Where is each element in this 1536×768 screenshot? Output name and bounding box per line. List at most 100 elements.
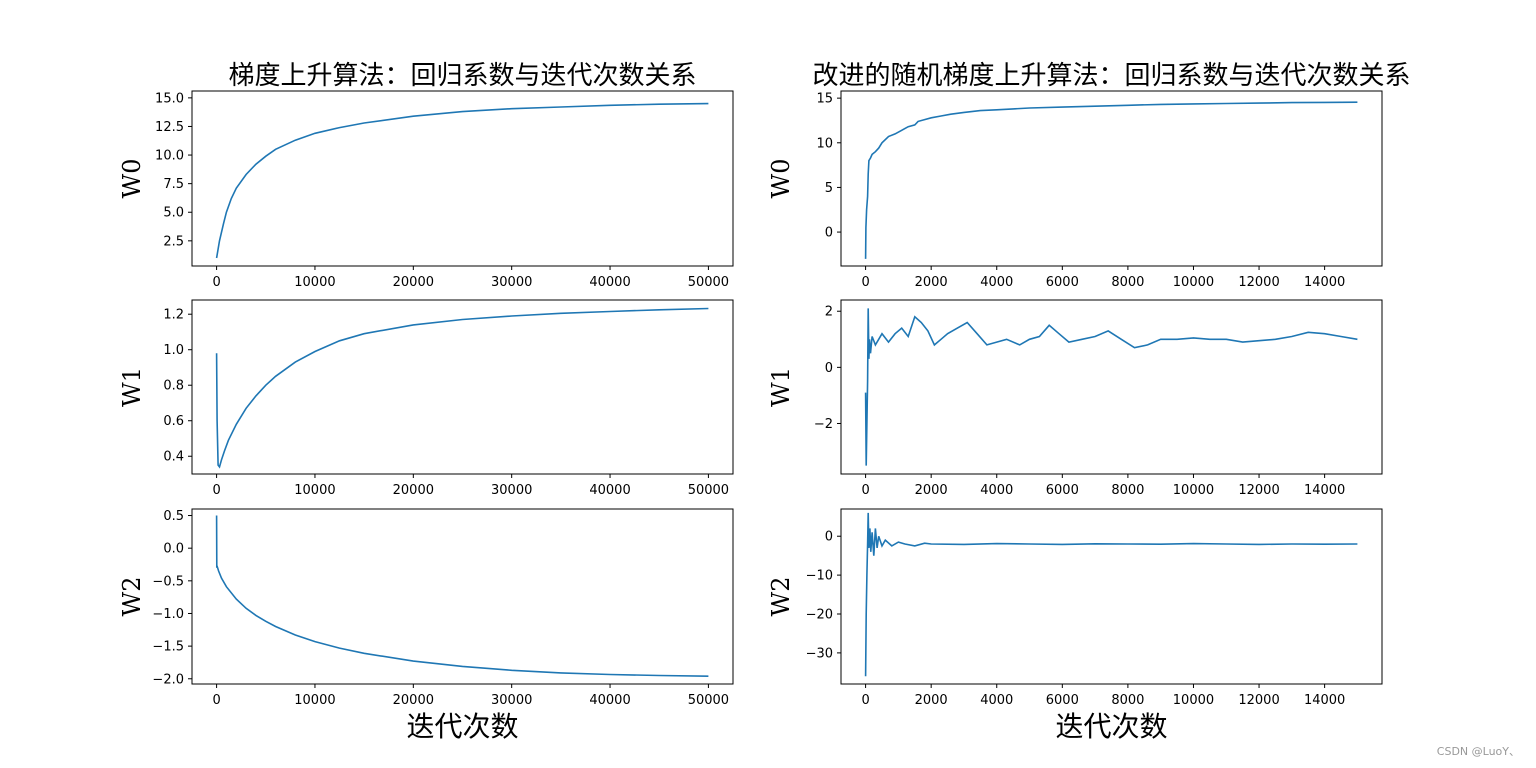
sgd-w2-y-tick-label: −10	[806, 569, 833, 584]
gd-w1-series-line	[215, 307, 709, 469]
gd-w2-axes-frame	[191, 508, 734, 685]
sgd-w0-y-tick-label: 5	[825, 181, 833, 196]
sgd-w2-y-axis-label: W2	[767, 577, 795, 617]
gd-w0-x-tick-label: 20000	[393, 275, 434, 290]
sgd-w1-series-line	[864, 308, 1358, 466]
sgd-w0-y-axis-label: W0	[767, 159, 795, 199]
sgd-w0-x-tick-label: 12000	[1238, 275, 1279, 290]
gd-w1-chart: 0 10000 20000 30000 40000 50000 0.4 0.6 0.8 1.0 1.…	[118, 299, 734, 498]
gd-w2-x-tick-label: 30000	[491, 693, 532, 708]
sgd-w0-chart: 0 2000 4000 6000 8000 10000 12000 14000 0 5 10 15 W0…	[767, 61, 1411, 290]
sgd-w0-x-tick-label: 6000	[1046, 275, 1079, 290]
gd-w0-x-tick-label: 10000	[294, 275, 335, 290]
sgd-w2-x-tick-label: 12000	[1238, 693, 1279, 708]
gd-w2-y-tick-label: −1.5	[152, 640, 184, 655]
gd-w2-x-tick-label: 20000	[393, 693, 434, 708]
gd-w2-y-tick-label: −1.0	[152, 607, 184, 622]
sgd-w0-x-tick-label: 8000	[1111, 275, 1144, 290]
sgd-w1-x-tick-label: 2000	[915, 483, 948, 498]
sgd-w0-title: 改进的随机梯度上升算法：回归系数与迭代次数关系	[812, 61, 1410, 91]
gd-w1-x-tick-label: 20000	[393, 483, 434, 498]
gd-w1-y-tick-label: 1.0	[163, 343, 184, 358]
gd-w1-x-tick-label: 0	[212, 483, 220, 498]
sgd-w1-chart: 0 2000 4000 6000 8000 10000 12000 14000 −2 0 2 W1	[767, 299, 1383, 498]
gd-w2-chart: 0 10000 20000 30000 40000 50000 −2.0 −1.5 −1.0 −0…	[118, 508, 734, 743]
sgd-w1-x-tick-label: 4000	[980, 483, 1013, 498]
sgd-w2-chart: 0 2000 4000 6000 8000 10000 12000 14000 −30 −20 −1…	[767, 508, 1383, 743]
sgd-w2-x-tick-label: 0	[861, 693, 869, 708]
gd-w2-x-tick-label: 0	[212, 693, 220, 708]
gd-w2-series-line	[215, 515, 709, 677]
gd-w2-x-tick-label: 10000	[294, 693, 335, 708]
sgd-w2-y-tick-label: −20	[806, 608, 833, 623]
sgd-w1-x-tick-label: 8000	[1111, 483, 1144, 498]
sgd-w0-x-tick-label: 2000	[915, 275, 948, 290]
sgd-w2-x-tick-label: 14000	[1304, 693, 1345, 708]
gd-w1-y-tick-label: 1.2	[163, 308, 184, 323]
gd-w1-x-tick-label: 10000	[294, 483, 335, 498]
gd-w1-x-tick-label: 50000	[688, 483, 729, 498]
sgd-w2-y-tick-label: 0	[825, 530, 833, 545]
gd-w0-y-tick-label: 5.0	[163, 206, 184, 221]
gd-w0-axes-frame	[191, 90, 734, 267]
gd-w1-y-tick-label: 0.8	[163, 379, 184, 394]
sgd-w0-x-tick-label: 0	[861, 275, 869, 290]
gd-w0-x-tick-label: 40000	[589, 275, 630, 290]
gd-w0-y-tick-label: 15.0	[155, 91, 184, 106]
sgd-w2-x-tick-label: 4000	[980, 693, 1013, 708]
sgd-w1-y-tick-label: 2	[825, 305, 833, 320]
gd-w1-x-tick-label: 30000	[491, 483, 532, 498]
gd-w1-axes-frame	[191, 299, 734, 475]
sgd-w2-x-axis-label: 迭代次数	[1055, 710, 1167, 743]
sgd-w2-x-tick-label: 8000	[1111, 693, 1144, 708]
sgd-w1-y-tick-label: 0	[825, 361, 833, 376]
gd-w2-y-tick-label: −0.5	[152, 574, 184, 589]
gd-w0-y-tick-label: 2.5	[163, 234, 184, 249]
gd-w2-x-tick-label: 50000	[688, 693, 729, 708]
sgd-w2-x-tick-label: 10000	[1173, 693, 1214, 708]
sgd-w1-axes-frame	[840, 299, 1383, 475]
sgd-w2-x-tick-label: 6000	[1046, 693, 1079, 708]
sgd-w1-y-tick-label: −2	[814, 417, 833, 432]
sgd-w0-series-line	[864, 101, 1358, 259]
gd-w1-y-tick-label: 0.4	[163, 450, 184, 465]
sgd-w0-y-tick-label: 15	[816, 92, 833, 107]
gd-w0-y-tick-label: 12.5	[155, 120, 184, 135]
gd-w1-y-axis-label: W1	[118, 367, 146, 407]
watermark: CSDN @LuoY、	[1437, 745, 1520, 758]
gd-w0-y-tick-label: 7.5	[163, 177, 184, 192]
sgd-w1-x-tick-label: 14000	[1304, 483, 1345, 498]
sgd-w1-x-tick-label: 6000	[1046, 483, 1079, 498]
sgd-w2-x-tick-label: 2000	[915, 693, 948, 708]
gd-w1-y-tick-label: 0.6	[163, 414, 184, 429]
gd-w0-series-line	[215, 102, 709, 259]
sgd-w0-y-tick-label: 0	[825, 226, 833, 241]
gd-w0-chart: 0 10000 20000 30000 40000 50000 2.5 5.0 7.5 10.0 1…	[118, 61, 734, 290]
sgd-w1-x-tick-label: 10000	[1173, 483, 1214, 498]
gd-w0-x-tick-label: 0	[212, 275, 220, 290]
sgd-w0-x-tick-label: 10000	[1173, 275, 1214, 290]
gd-w0-title: 梯度上升算法：回归系数与迭代次数关系	[228, 61, 696, 91]
sgd-w0-axes-frame	[840, 90, 1383, 267]
gd-w2-y-tick-label: 0.5	[163, 509, 184, 524]
gd-w2-x-axis-label: 迭代次数	[406, 710, 518, 743]
gd-w0-y-tick-label: 10.0	[155, 149, 184, 164]
sgd-w2-y-tick-label: −30	[806, 646, 833, 661]
sgd-w1-x-tick-label: 12000	[1238, 483, 1279, 498]
sgd-w1-y-axis-label: W1	[767, 367, 795, 407]
sgd-w0-x-tick-label: 4000	[980, 275, 1013, 290]
gd-w0-x-tick-label: 30000	[491, 275, 532, 290]
sgd-w0-y-tick-label: 10	[816, 136, 833, 151]
gd-w2-y-tick-label: −2.0	[152, 672, 184, 687]
sgd-w2-axes-frame	[840, 508, 1383, 685]
sgd-w2-series-line	[864, 512, 1358, 677]
gd-w2-y-axis-label: W2	[118, 577, 146, 617]
sgd-w0-x-tick-label: 14000	[1304, 275, 1345, 290]
sgd-w1-x-tick-label: 0	[861, 483, 869, 498]
gd-w0-x-tick-label: 50000	[688, 275, 729, 290]
gd-w0-y-axis-label: W0	[118, 159, 146, 199]
gd-w2-x-tick-label: 40000	[589, 693, 630, 708]
gd-w1-x-tick-label: 40000	[589, 483, 630, 498]
gd-w2-y-tick-label: 0.0	[163, 542, 184, 557]
